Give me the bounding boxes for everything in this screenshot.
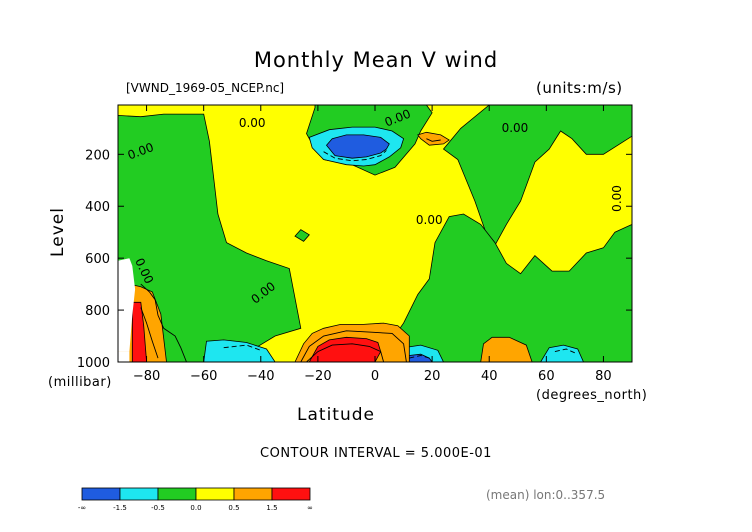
x-tick-label: 0 — [371, 369, 379, 384]
dashed-contour-line — [554, 348, 576, 354]
axes: −80 −60 −40 −20 0 20 40 60 80 200 400 600 800 1000 Lat… — [48, 105, 647, 425]
solid-contour-line — [140, 307, 159, 359]
contour-region-negative — [334, 213, 632, 362]
undefined-mask — [118, 351, 130, 362]
colorbar-swatch — [195, 487, 235, 501]
contour-region-weak-negative — [203, 339, 276, 362]
units-label: (units:m/s) — [536, 79, 623, 97]
x-tick-label: −20 — [304, 369, 331, 384]
contour-interval: CONTOUR INTERVAL = 5.000E-01 — [260, 446, 492, 461]
contour-label: 0.00 — [502, 121, 529, 135]
colorbar-swatch — [81, 487, 121, 501]
plot-area — [118, 105, 632, 362]
x-axis-label: Latitude — [297, 405, 375, 425]
colorbar-label: 0.5 — [228, 504, 239, 512]
x-tick-label: −80 — [133, 369, 160, 384]
y-tick-label: 800 — [85, 304, 110, 319]
colorbar-label: 1.5 — [266, 504, 277, 512]
solid-contour-line — [426, 138, 441, 142]
y-tick-label: 600 — [85, 252, 110, 267]
colorbar-label: ∞ — [307, 504, 313, 512]
colorbar-swatch — [271, 487, 311, 501]
region-info: (mean) lon:0..357.5 — [486, 488, 606, 502]
contour-label: 0.00 — [416, 213, 443, 227]
colorbar: -∞ -1.5 -0.5 0.0 0.5 1.5 ∞ — [78, 487, 313, 512]
dashed-contour-line — [223, 344, 261, 351]
colorbar-label: 0.0 — [190, 504, 201, 512]
chart-title: Monthly Mean V wind — [253, 48, 499, 72]
x-axis-unit: (degrees_north) — [536, 388, 647, 403]
contour-region-strong-negative — [325, 134, 390, 159]
colorbar-swatch — [119, 487, 159, 501]
undefined-mask — [118, 258, 136, 352]
colorbar-label: -0.5 — [151, 504, 165, 512]
dashed-contour-line — [409, 355, 430, 359]
y-tick-label: 400 — [85, 200, 110, 215]
colorbar-swatch — [157, 487, 197, 501]
x-tick-label: 80 — [595, 369, 612, 384]
colorbar-label: -∞ — [78, 504, 86, 512]
solid-contour-line — [140, 283, 187, 362]
y-axis-label: Level — [48, 207, 68, 257]
contour-region-weak-positive — [417, 131, 450, 146]
contour-region-weak-negative — [540, 344, 584, 362]
contour-region-negative — [294, 229, 310, 242]
dashed-contour-line — [323, 150, 387, 162]
contour-region-positive — [308, 336, 382, 362]
solid-contour-line — [300, 330, 407, 362]
contour-lines — [140, 138, 576, 362]
x-tick-label: 40 — [481, 369, 498, 384]
colorbar-label: -1.5 — [113, 504, 127, 512]
y-tick-label: 200 — [85, 148, 110, 163]
y-axis-unit: (millibar) — [48, 375, 112, 390]
y-tick-label: 1000 — [77, 356, 110, 371]
contour-region-weak-positive — [480, 336, 533, 362]
colorbar-swatch — [233, 487, 273, 501]
x-tick-label: −40 — [247, 369, 274, 384]
contour-label: 0.00 — [239, 116, 266, 130]
contour-label: 0.00 — [610, 185, 624, 212]
x-tick-label: 60 — [538, 369, 555, 384]
file-label: [VWND_1969-05_NCEP.nc] — [126, 81, 285, 95]
x-tick-label: 20 — [424, 369, 441, 384]
x-tick-label: −60 — [190, 369, 217, 384]
solid-contour-line — [306, 343, 385, 362]
